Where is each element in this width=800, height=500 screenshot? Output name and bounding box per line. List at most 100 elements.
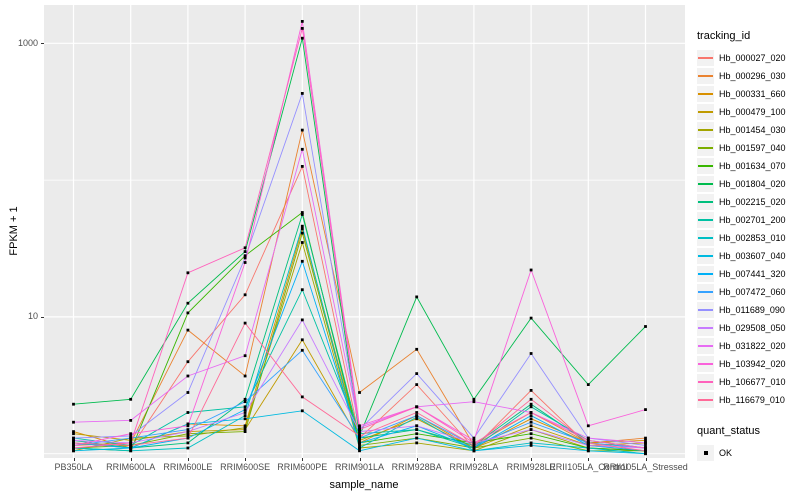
data-point [243,321,247,325]
plot-canvas [44,5,685,458]
data-point [129,397,133,401]
data-point [186,328,190,332]
data-point [644,444,647,447]
x-tick-mark [187,458,189,461]
legend-label: Hb_001597_040 [719,143,786,153]
legend-key-line-icon [698,111,713,113]
data-point [644,449,647,453]
data-point [129,449,133,453]
y-tick-mark [41,43,44,45]
legend-key [697,230,714,246]
data-point [72,441,75,445]
data-point [72,432,75,436]
data-point [300,259,304,263]
data-point [472,400,476,404]
data-point [358,424,361,428]
y-tick-mark [41,316,44,318]
data-point [243,430,247,433]
x-tick-label: RRIM600SE [220,462,271,472]
x-tick-mark [302,458,304,461]
data-point [129,434,133,438]
data-point [358,449,361,453]
legend-key-line-icon [698,255,713,257]
data-point [415,428,419,431]
legend-key [697,248,714,264]
data-point [586,424,590,428]
data-point [358,430,361,433]
x-axis-title: sample_name [329,479,399,491]
data-point [243,428,247,431]
data-point [243,256,247,260]
data-point [472,441,476,445]
data-point [415,424,419,428]
data-point [186,428,190,431]
quant-status-key [697,445,714,461]
legend-item: Hb_003607_040 [697,247,799,265]
legend-item: Hb_011689_090 [697,301,799,319]
data-point [243,246,247,250]
data-point [186,360,190,364]
legend-item: Hb_000331_660 [697,85,799,103]
data-point [415,414,419,417]
quant-status-legend-items: OK [697,444,799,462]
legend-key-line-icon [698,345,713,347]
legend-item: Hb_001634_070 [697,157,799,175]
data-point [358,426,361,430]
data-point [186,391,190,394]
data-point [586,441,590,445]
y-axis-title: FPKM + 1 [8,206,20,256]
legend-key-line-icon [698,399,713,401]
legend-key-line-icon [698,93,713,95]
legend-title: tracking_id [697,30,751,42]
legend-item: Hb_116679_010 [697,391,799,409]
legend-key-line-icon [698,201,713,203]
data-point [644,436,647,440]
legend-item: Hb_002701_200 [697,211,799,229]
data-point [529,436,533,440]
data-point [300,409,304,413]
legend-key-line-icon [698,75,713,77]
legend-item: Hb_002853_010 [697,229,799,247]
data-point [129,419,133,422]
data-point [529,411,533,414]
data-point [472,397,476,401]
legend-label: Hb_116679_010 [719,395,785,405]
legend-item: Hb_001454_030 [697,121,799,139]
data-point [243,405,247,409]
legend-item: Hb_000479_100 [697,103,799,121]
data-point [186,422,190,426]
legend-label: Hb_106677_010 [719,377,786,387]
data-point [300,288,304,292]
x-tick-mark [588,458,590,461]
legend-label: Hb_002853_010 [719,233,786,243]
data-point [243,411,247,414]
data-point [586,444,590,447]
data-point [300,395,304,399]
data-point [529,432,533,436]
data-point [300,231,304,235]
data-point [186,436,190,440]
data-point [415,417,419,421]
x-tick-mark [73,458,75,461]
data-point [243,354,247,358]
data-point [415,432,419,436]
data-point [186,432,190,436]
data-point [129,432,133,436]
legend-items: Hb_000027_020 Hb_000296_030 Hb_000331_660 H… [697,49,799,409]
data-point [415,441,419,445]
data-point [300,92,304,95]
legend-key-line-icon [698,147,713,149]
data-point [415,436,419,440]
data-point [243,424,247,428]
legend-label: Hb_029508_050 [719,323,786,333]
data-point [529,444,533,447]
legend-key [697,176,714,192]
data-point [186,311,190,315]
data-point [300,211,304,214]
data-point [644,439,647,442]
plot-panel [44,5,685,458]
data-point [186,301,190,305]
data-point [529,424,533,428]
data-point [358,444,361,447]
